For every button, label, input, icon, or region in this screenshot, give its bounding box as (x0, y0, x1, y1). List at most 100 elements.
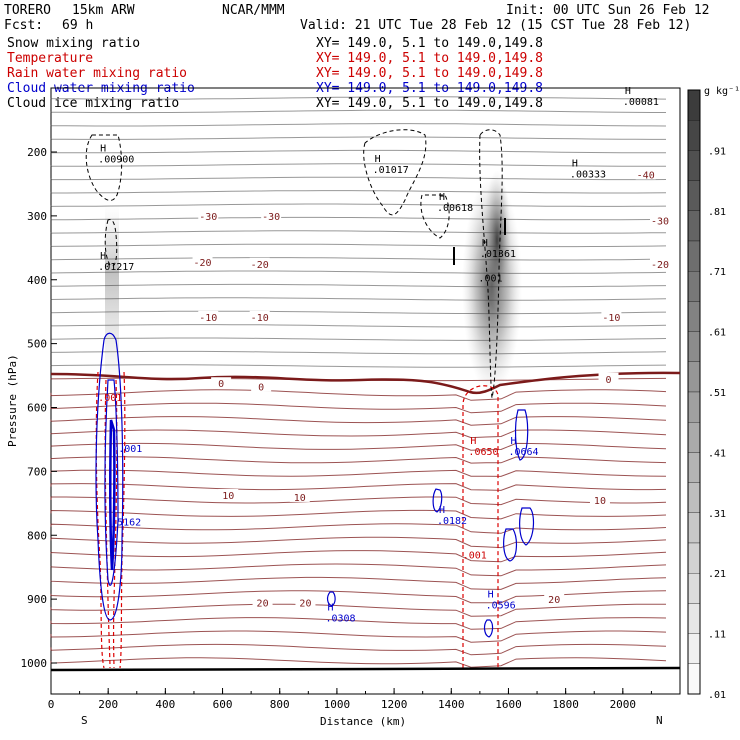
maximum-value: .0308 (325, 613, 355, 624)
isotherm-line (50, 190, 667, 194)
temp-label: 10 (594, 496, 606, 507)
isotherm-line (50, 283, 667, 288)
maximum-value: .00900 (98, 155, 134, 166)
colorbar-swatch (687, 361, 701, 393)
colorbar-swatch (687, 391, 701, 423)
snow-contour-south-top (85, 134, 123, 201)
x-tick-label: 1200 (381, 698, 408, 711)
isotherm-line (50, 136, 666, 140)
colorbar-swatch (687, 422, 701, 453)
isotherm-line (50, 657, 667, 668)
maximum-value: .00618 (437, 203, 473, 214)
isotherm-line (50, 576, 667, 590)
colorbar-frame (687, 89, 701, 695)
x-tick-label: 600 (213, 698, 233, 711)
isotherm-line (50, 149, 666, 154)
cloudwater-box-6 (483, 619, 494, 638)
isotherm-line (50, 402, 667, 414)
cloudwater-south-2 (104, 379, 119, 586)
maximum-h-marker: H (625, 86, 631, 97)
temp-label: -30 (651, 216, 669, 227)
x-tick-label: 200 (98, 698, 118, 711)
colorbar: g kg⁻¹ .91 .81 .71 .61 .51 .41 .31 .21 .11 .01 (687, 86, 740, 701)
colorbar-swatch (687, 331, 701, 362)
isotherm-line (50, 243, 667, 248)
axes: 0 200 400 600 800 1000 1200 1400 1600 1800 2000200… (21, 146, 652, 711)
temp-label: -20 (651, 260, 669, 271)
isotherm-line (50, 230, 667, 234)
cloudwater-box-4 (514, 409, 529, 461)
isotherm-line (50, 496, 667, 506)
colorbar-tick-label: .31 (708, 509, 726, 520)
isotherm-line (50, 310, 667, 315)
temp-label-bg (649, 214, 670, 226)
legend-xy-temp: XY= 149.0, 5.1 to 149.0,149.8 (316, 51, 543, 66)
x-tick-label: 2000 (610, 698, 637, 711)
isotherm-line (50, 389, 667, 401)
maximum-h-marker: H (439, 505, 445, 516)
temp-label: -20 (251, 260, 269, 271)
maximum-h-marker: H (488, 590, 494, 601)
isotherm-line (50, 176, 667, 181)
colorbar-swatch (687, 89, 701, 121)
cloudwater-box-2 (503, 528, 517, 562)
maximum-value: .00081 (623, 97, 659, 108)
colorbar-tick-label: .61 (708, 328, 726, 339)
legend-xy-rain: XY= 149.0, 5.1 to 149.0,149.8 (316, 66, 543, 81)
isotherm-line (50, 429, 667, 439)
ice-marks (453, 218, 506, 265)
maximum-value: .01017 (373, 165, 409, 176)
temp-label-bg (261, 209, 282, 221)
legend-label-temp: Temperature (7, 51, 93, 66)
isotherm-line (50, 563, 667, 577)
isotherm-line (50, 324, 667, 328)
maximum-h-marker: H (327, 602, 333, 613)
temp-label: 0 (258, 382, 264, 393)
isotherm-line (50, 364, 667, 368)
colorbar-swatch (687, 271, 701, 302)
isotherm-line (50, 643, 667, 656)
y-tick-label: 900 (27, 593, 47, 606)
model-title: TORERO (4, 3, 51, 18)
ground-line (50, 666, 681, 672)
colorbar-swatch (687, 120, 701, 151)
isotherm-line (50, 536, 667, 549)
colorbar-swatch (687, 603, 701, 634)
isotherm-line (50, 483, 667, 491)
x-tick-label: 0 (48, 698, 55, 711)
maximum-value: .0182 (437, 516, 467, 527)
colorbar-swatch (687, 573, 701, 604)
isotherm-lines (50, 96, 667, 668)
temp-label-bg (251, 380, 272, 392)
temp-label: 0 (218, 379, 224, 390)
maximum-value: .0664 (508, 447, 538, 458)
temp-label: 20 (299, 598, 311, 609)
x-tick-label: 1000 (324, 698, 351, 711)
temp-label-bg (598, 372, 619, 384)
x-axis-title: Distance (km) (320, 715, 406, 728)
temp-label: -30 (199, 212, 217, 223)
cloudwater-box-3 (519, 507, 535, 546)
snow-column-south (105, 205, 119, 375)
cloudwater-south-3 (109, 419, 116, 571)
maximum-value: .01217 (98, 262, 134, 273)
isotherm-line (50, 550, 667, 563)
temp-label: -30 (262, 212, 280, 223)
isotherm-line (50, 603, 667, 617)
maximum-value: .001 (463, 551, 487, 562)
maximum-value: .0650 (468, 447, 498, 458)
colorbar-swatch (687, 150, 701, 181)
temp-label-bg (192, 255, 213, 267)
snow-contour-mid-2 (420, 194, 450, 239)
isotherm-line (50, 96, 667, 100)
temp-label-bg (198, 209, 219, 221)
legend-label-rain: Rain water mixing ratio (7, 66, 187, 81)
legend-label-cloudice: Cloud ice mixing ratio (7, 96, 179, 111)
temp-label-bg (601, 310, 622, 322)
maximum-value: .00333 (570, 169, 606, 180)
maximum-h-marker: H (510, 436, 516, 447)
colorbar-tick-label: .91 (708, 146, 726, 157)
temp-label: 10 (222, 491, 234, 502)
x-tick-label: 400 (155, 698, 175, 711)
